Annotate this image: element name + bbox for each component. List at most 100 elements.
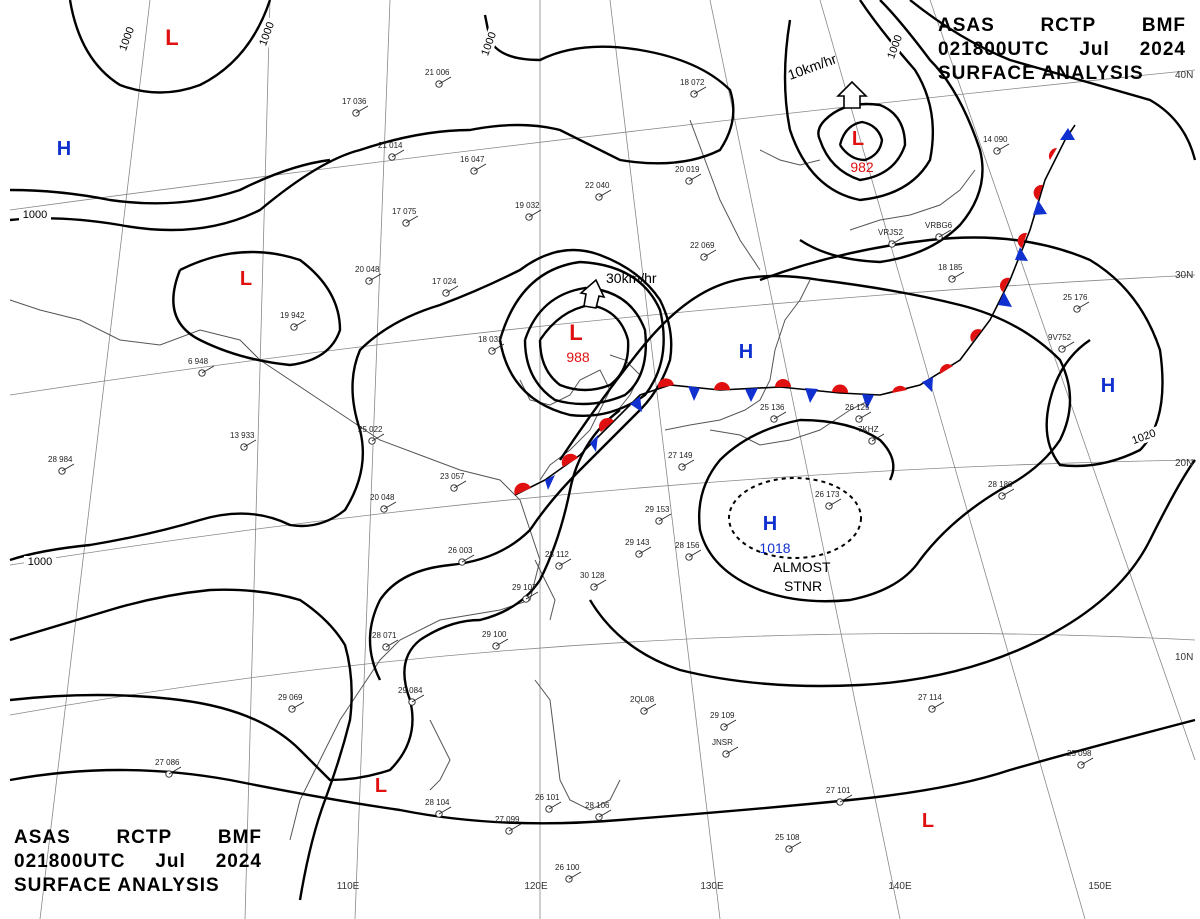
station-plot: 29 069 bbox=[278, 693, 305, 713]
pressure-centers: L H L L 988 L 982 H H H 1018 L L bbox=[57, 25, 1115, 832]
wind-barb-icon bbox=[723, 719, 737, 728]
wind-barb-icon bbox=[495, 638, 509, 647]
station-label: 29 107 bbox=[512, 583, 537, 592]
high-pressure-center: H bbox=[1101, 375, 1115, 397]
station-label: 20 048 bbox=[370, 493, 395, 502]
station-plot: 22 069 bbox=[690, 241, 717, 261]
wind-barb-icon bbox=[355, 105, 369, 114]
time-line: 021800UTC Jul 2024 bbox=[14, 850, 262, 874]
station-plot: 29 153 bbox=[645, 505, 672, 525]
station-label: JNSR bbox=[712, 738, 733, 747]
wind-barb-icon bbox=[293, 319, 307, 328]
coastlines bbox=[9, 119, 976, 841]
wind-barb-icon bbox=[703, 249, 717, 258]
station-label: 29 153 bbox=[645, 505, 670, 514]
station-plot: 18 032 bbox=[478, 335, 505, 355]
station-plot: 20 019 bbox=[675, 165, 702, 185]
station-plot: 18 072 bbox=[680, 78, 707, 98]
wind-barb-icon bbox=[558, 558, 572, 567]
station-plot: 27 101 bbox=[826, 786, 853, 806]
wind-barb-icon bbox=[638, 546, 652, 555]
station-plot: 28 180 bbox=[988, 480, 1015, 500]
center-pressure-value: 1018 bbox=[759, 540, 790, 556]
station-plot: 25 136 bbox=[760, 403, 787, 423]
motion-arrows bbox=[579, 80, 868, 309]
station-plot: 28 071 bbox=[372, 631, 399, 651]
station-plot: 28 156 bbox=[675, 541, 702, 561]
station-label: 13 933 bbox=[230, 431, 255, 440]
latitude-label: 10N bbox=[1175, 652, 1193, 663]
station-label: 18 072 bbox=[680, 78, 705, 87]
wind-barb-icon bbox=[385, 639, 399, 648]
station-label: 18 032 bbox=[478, 335, 503, 344]
station-label: 21 014 bbox=[378, 141, 403, 150]
agency-line: ASAS RCTP BMF bbox=[14, 826, 262, 850]
station-plot: 16 047 bbox=[460, 155, 487, 175]
station-label: 2QL08 bbox=[630, 695, 655, 704]
wind-barb-icon bbox=[528, 209, 542, 218]
agency-name: ASAS bbox=[938, 15, 995, 36]
station-label: 28 180 bbox=[988, 480, 1013, 489]
station-label: 25 098 bbox=[1067, 749, 1092, 758]
station-label: 28 071 bbox=[372, 631, 397, 640]
station-label: 20 019 bbox=[675, 165, 700, 174]
station-plot: 6 948 bbox=[188, 357, 215, 377]
wind-barb-icon bbox=[725, 746, 739, 755]
low-pressure-center: L bbox=[240, 268, 252, 290]
wind-barb-icon bbox=[773, 411, 787, 420]
station-label: 6 948 bbox=[188, 357, 209, 366]
station-label: 16 047 bbox=[460, 155, 485, 164]
wind-barb-icon bbox=[598, 189, 612, 198]
station-label: 22 040 bbox=[585, 181, 610, 190]
low-pressure-center: L bbox=[922, 810, 934, 832]
agency-name: ASAS bbox=[14, 827, 71, 848]
station-label: 17 036 bbox=[342, 97, 367, 106]
wind-barb-icon bbox=[658, 513, 672, 522]
wind-barb-icon bbox=[201, 365, 215, 374]
station-label: 14 090 bbox=[983, 135, 1008, 144]
high-pressure-center: H bbox=[763, 513, 777, 535]
wind-barb-icon bbox=[1080, 757, 1094, 766]
station-label: 18 185 bbox=[938, 263, 963, 272]
station-plot: 26 125 bbox=[845, 403, 872, 423]
isobar bbox=[9, 14, 735, 232]
station-plot: 29 143 bbox=[625, 538, 652, 558]
longitude-label: 120E bbox=[524, 881, 548, 892]
station-label: 29 143 bbox=[625, 538, 650, 547]
station-label: 29 100 bbox=[482, 630, 507, 639]
station-label: 30 128 bbox=[580, 571, 605, 580]
wind-barb-icon bbox=[243, 439, 257, 448]
wind-barb-icon bbox=[491, 343, 505, 352]
annotation-stnr: STNR bbox=[784, 578, 822, 594]
station-plot: 26 173 bbox=[815, 490, 842, 510]
station-label: 19 032 bbox=[515, 201, 540, 210]
station-label: 27 101 bbox=[826, 786, 851, 795]
center-pressure-value: 982 bbox=[850, 159, 874, 175]
longitude-label: 140E bbox=[888, 881, 912, 892]
product-name: SURFACE ANALYSIS bbox=[14, 875, 220, 896]
analysis-time: 021800UTC bbox=[938, 39, 1050, 60]
bureau-code: BMF bbox=[217, 827, 262, 848]
wind-barb-icon bbox=[445, 285, 459, 294]
station-label: 25 136 bbox=[760, 403, 785, 412]
annotation-almost: ALMOST bbox=[773, 559, 831, 575]
station-plot: 20 048 bbox=[355, 265, 382, 285]
station-code: RCTP bbox=[116, 827, 173, 848]
wind-barb-icon bbox=[828, 498, 842, 507]
isobar-label: 1000 bbox=[117, 25, 137, 52]
isobar bbox=[538, 303, 630, 392]
isobar bbox=[498, 260, 665, 417]
longitude-label: 150E bbox=[1088, 881, 1112, 892]
station-label: 29 084 bbox=[398, 686, 423, 695]
wind-barb-icon bbox=[788, 841, 802, 850]
wind-barb-icon bbox=[548, 801, 562, 810]
isobar-label: 1000 bbox=[28, 556, 52, 568]
station-label: 26 173 bbox=[815, 490, 840, 499]
wind-barb-icon bbox=[858, 411, 872, 420]
wind-barb-icon bbox=[368, 273, 382, 282]
longitude-label: 110E bbox=[337, 881, 360, 892]
analysis-month: Jul bbox=[155, 851, 186, 872]
station-plot: 25 098 bbox=[1067, 749, 1094, 769]
